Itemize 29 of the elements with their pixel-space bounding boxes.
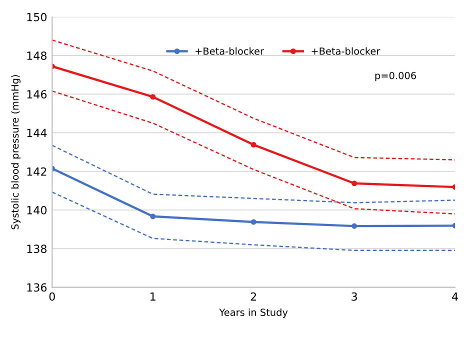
point bbox=[352, 180, 358, 186]
point bbox=[352, 223, 358, 229]
x-tick-label: 4 bbox=[452, 292, 458, 301]
line-series bbox=[52, 144, 456, 204]
legend-label: +Beta-blocker bbox=[196, 47, 264, 55]
point bbox=[150, 214, 156, 220]
point bbox=[250, 219, 256, 225]
annotation: p=0.006 bbox=[375, 72, 416, 82]
x-tick-label: 1 bbox=[150, 292, 156, 301]
point bbox=[250, 142, 256, 148]
x-tick-label: 2 bbox=[250, 292, 256, 301]
y-tick-label: 148 bbox=[27, 52, 47, 60]
x-axis-title: Years in Study bbox=[219, 308, 288, 318]
y-tick-label: 140 bbox=[27, 206, 47, 214]
y-axis-title: Systolic blood pressure (mmHg) bbox=[11, 75, 21, 230]
legend-label: +Beta-blocker bbox=[312, 47, 380, 55]
line-series bbox=[52, 64, 456, 190]
line-series bbox=[52, 191, 456, 252]
line-series bbox=[52, 39, 456, 160]
y-tick-label: 136 bbox=[27, 283, 47, 292]
y-tick-label: 144 bbox=[27, 128, 47, 138]
line-series bbox=[52, 90, 456, 215]
y-tick-label: 150 bbox=[27, 12, 47, 22]
point bbox=[150, 94, 156, 100]
x-tick-label: 3 bbox=[352, 292, 357, 301]
y-tick-label: 142 bbox=[27, 167, 46, 176]
x-tick-label: 0 bbox=[49, 292, 55, 301]
y-tick-label: 138 bbox=[27, 244, 47, 254]
y-tick-label: 146 bbox=[27, 90, 47, 99]
